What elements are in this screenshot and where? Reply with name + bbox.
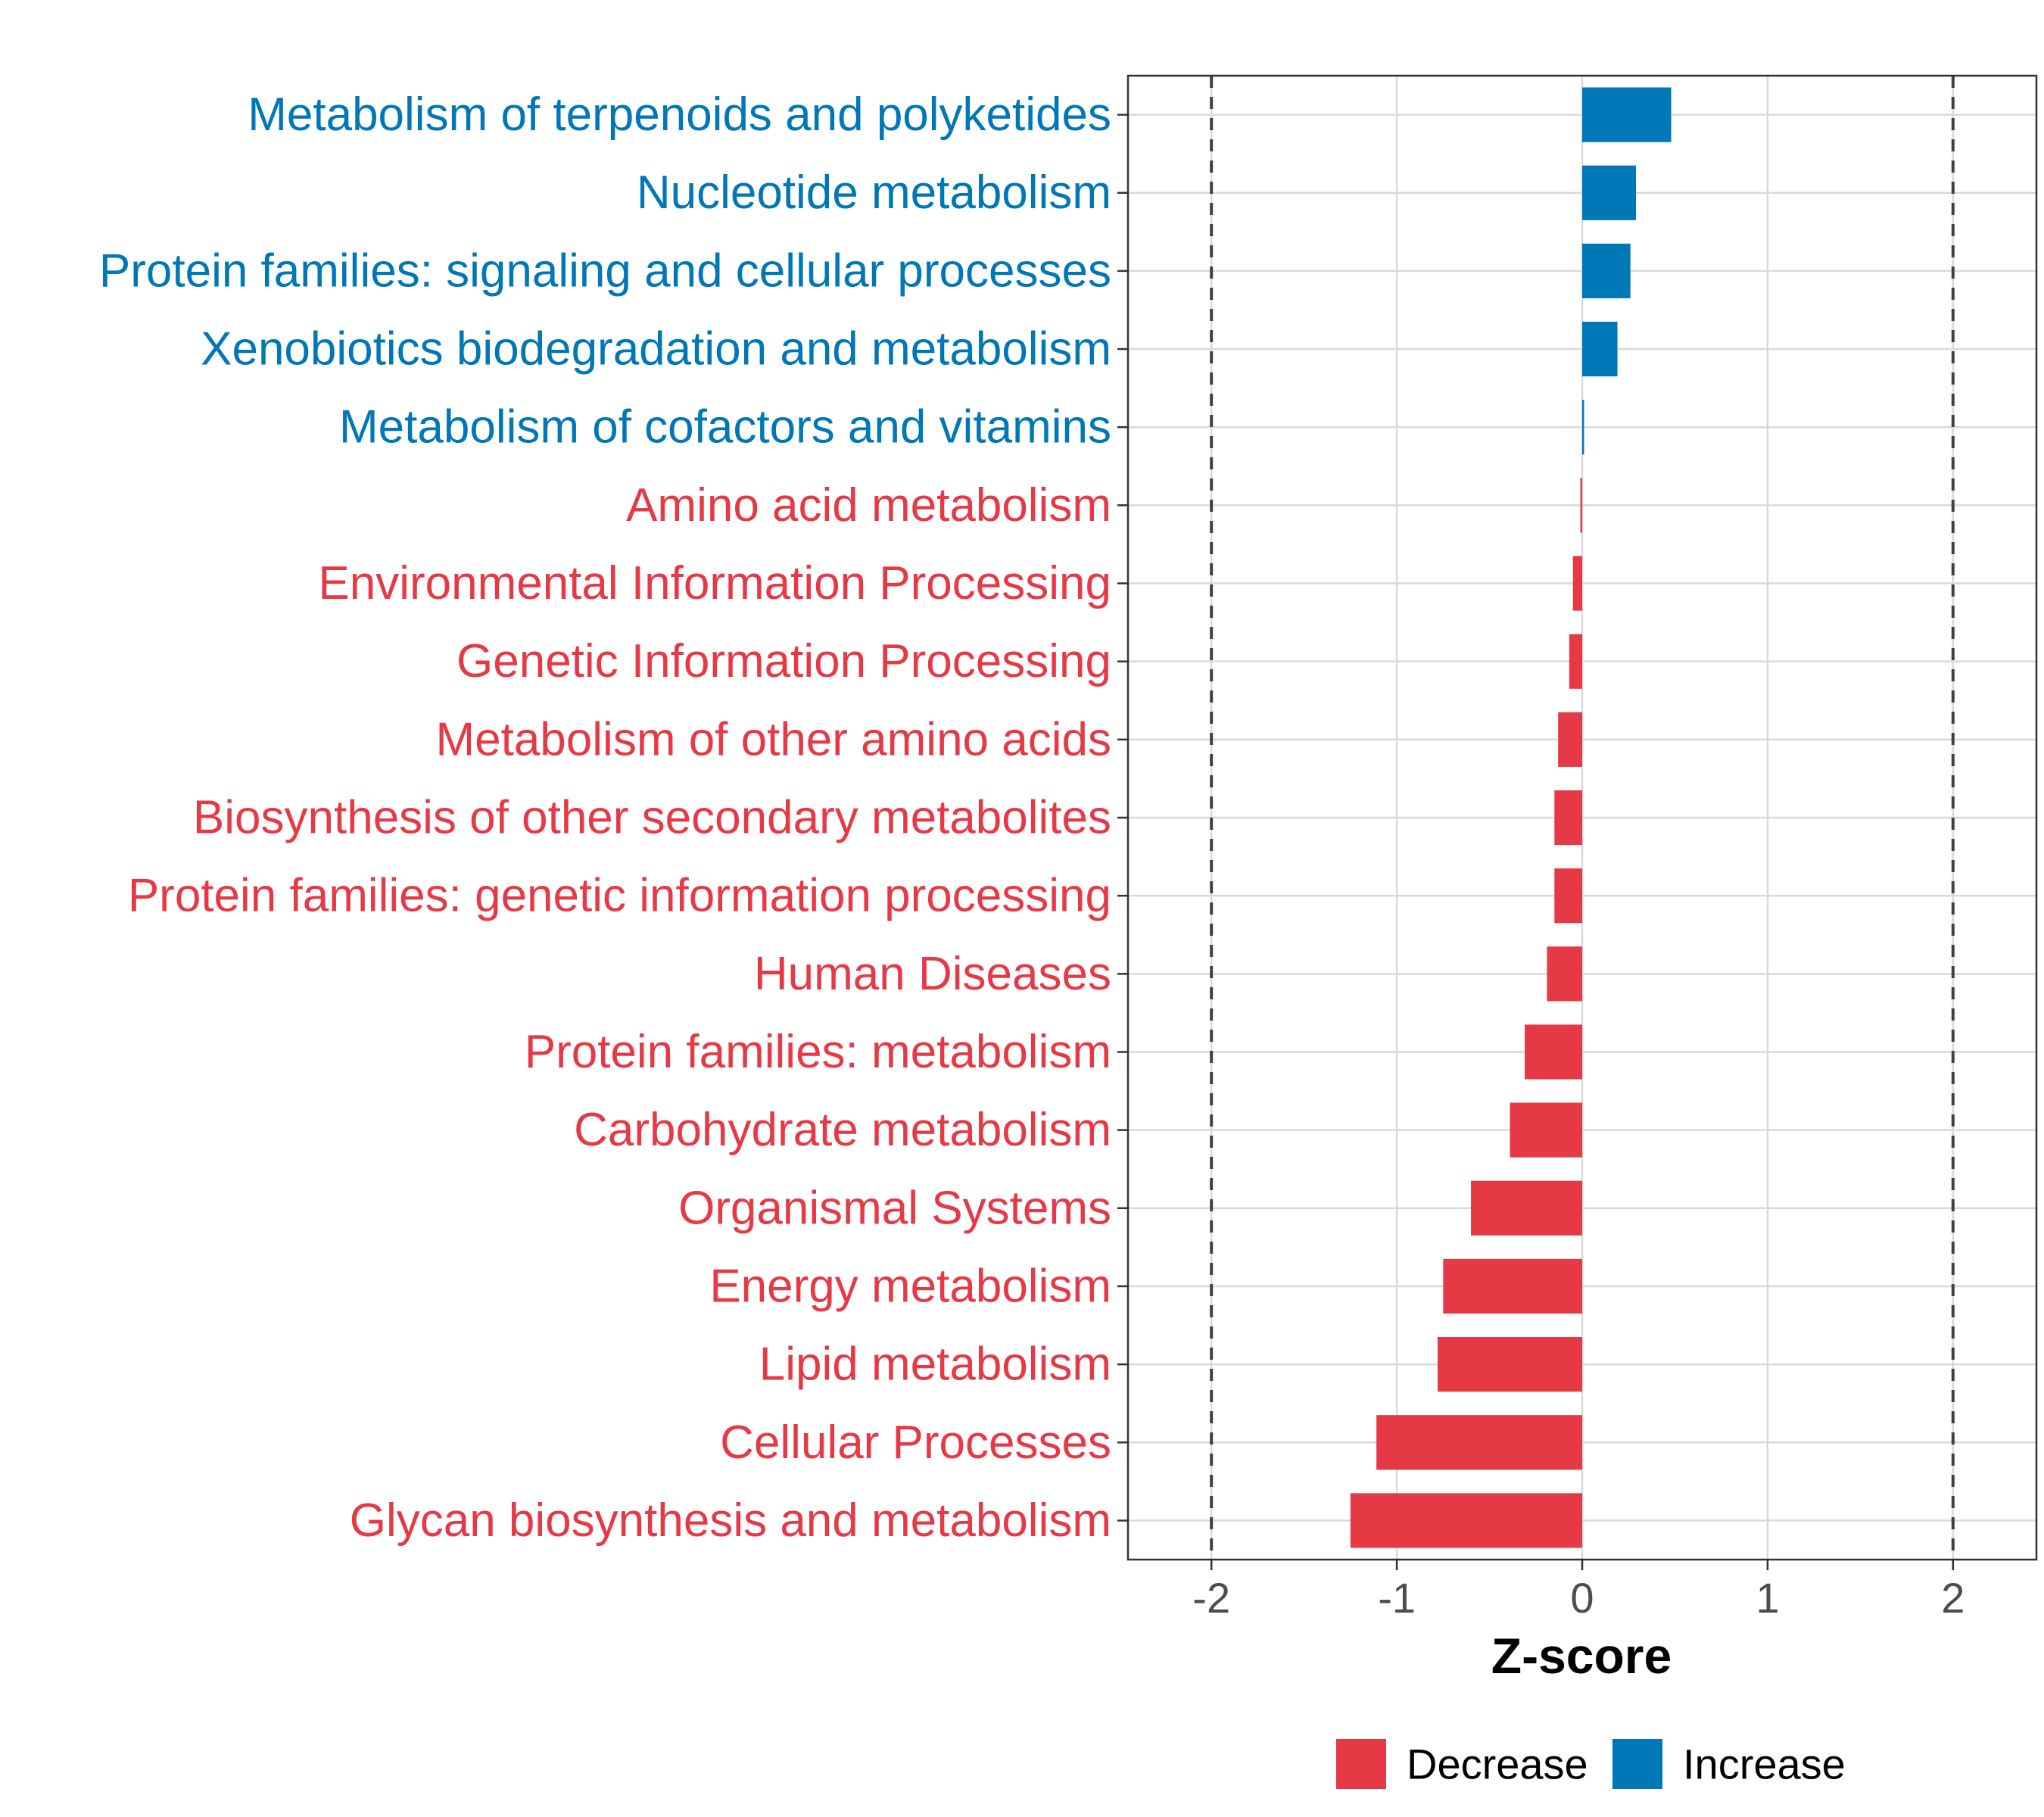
legend-swatch	[1612, 1739, 1662, 1789]
bar	[1582, 321, 1618, 377]
bar	[1554, 868, 1582, 924]
legend: Decrease Increase	[1336, 1739, 1846, 1789]
x-tick-label: -1	[1378, 1574, 1416, 1622]
category-label: Biosynthesis of other secondary metaboli…	[193, 792, 1111, 844]
y-axis-ticks	[1117, 114, 1128, 1522]
category-label: Carbohydrate metabolism	[574, 1104, 1111, 1156]
legend-label: Increase	[1683, 1741, 1846, 1788]
x-tick-label: 1	[1756, 1574, 1779, 1622]
x-tick-label: 0	[1570, 1574, 1594, 1622]
category-label: Amino acid metabolism	[626, 479, 1111, 531]
bar	[1437, 1337, 1582, 1392]
bar	[1582, 400, 1584, 455]
category-label: Human Diseases	[754, 948, 1111, 1000]
x-tick-label: -2	[1192, 1574, 1230, 1622]
bar	[1558, 712, 1582, 767]
category-label: Lipid metabolism	[759, 1339, 1111, 1391]
bar	[1569, 634, 1582, 689]
category-label: Environmental Information Processing	[318, 557, 1111, 609]
x-tick-label: 2	[1941, 1574, 1965, 1622]
bar	[1510, 1102, 1582, 1158]
category-label: Cellular Processes	[720, 1417, 1111, 1469]
legend-swatch	[1336, 1739, 1386, 1789]
category-labels: Metabolism of terpenoids and polyketides…	[99, 89, 1111, 1547]
bar	[1525, 1024, 1582, 1080]
bar	[1554, 790, 1582, 846]
category-label: Glycan biosynthesis and metabolism	[350, 1494, 1111, 1547]
bar	[1376, 1415, 1582, 1470]
bar	[1582, 87, 1672, 142]
category-label: Protein families: genetic information pr…	[128, 870, 1111, 922]
category-label: Metabolism of terpenoids and polyketides	[248, 89, 1111, 141]
x-axis-title: Z-score	[1491, 1628, 1672, 1684]
bar	[1471, 1180, 1582, 1236]
category-label: Xenobiotics biodegradation and metabolis…	[201, 323, 1111, 376]
category-label: Protein families: metabolism	[525, 1026, 1111, 1078]
category-label: Genetic Information Processing	[456, 635, 1111, 687]
category-label: Organismal Systems	[678, 1182, 1111, 1234]
legend-label: Decrease	[1407, 1741, 1588, 1788]
category-label: Metabolism of other amino acids	[435, 713, 1111, 765]
bar	[1547, 946, 1582, 1002]
bar	[1580, 478, 1582, 533]
bar	[1572, 556, 1582, 611]
reference-lines	[1210, 76, 1955, 1560]
bar	[1582, 243, 1631, 298]
x-axis-ticks: -2 -1 0 1 2	[1192, 1560, 1965, 1622]
bars	[1350, 87, 1672, 1548]
bar	[1443, 1258, 1582, 1314]
bar	[1350, 1493, 1582, 1548]
bar	[1582, 165, 1637, 220]
category-label: Nucleotide metabolism	[637, 167, 1111, 219]
category-label: Energy metabolism	[709, 1260, 1111, 1312]
category-label: Protein families: signaling and cellular…	[99, 245, 1111, 297]
category-label: Metabolism of cofactors and vitamins	[339, 401, 1111, 453]
